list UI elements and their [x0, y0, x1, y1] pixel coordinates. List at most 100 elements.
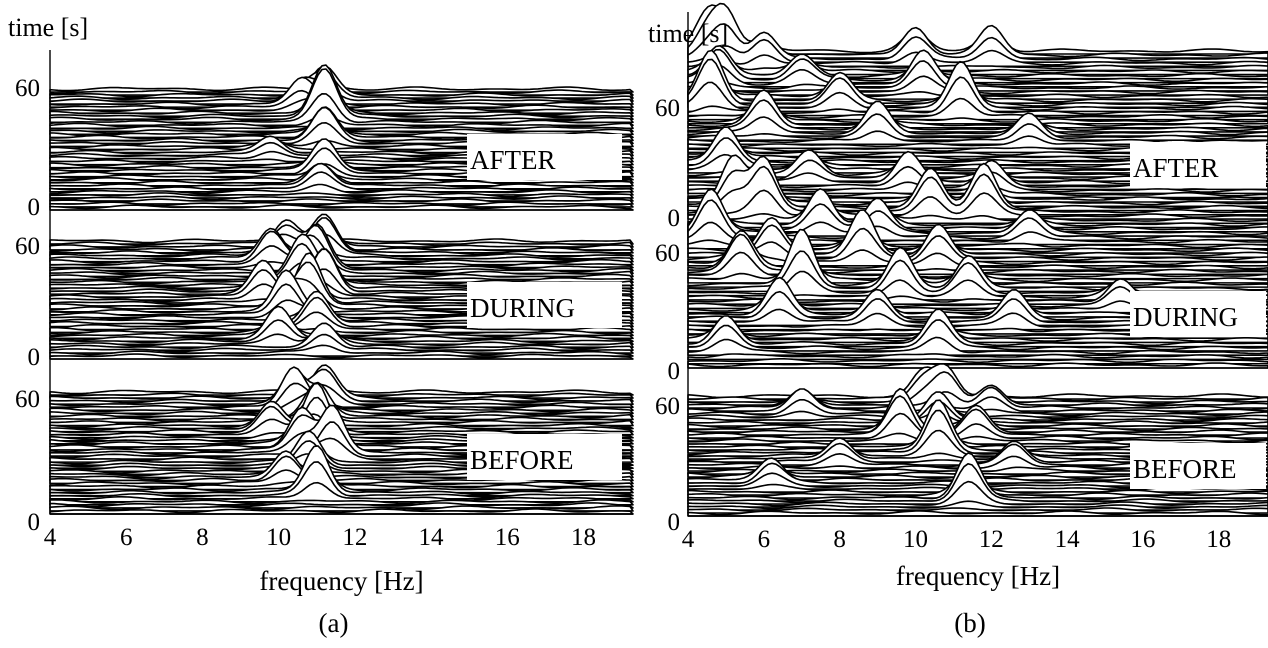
panel-label: (a): [319, 608, 349, 638]
spectrum-trace: [687, 362, 1268, 369]
spectrum-trace: [687, 49, 1268, 88]
spectrum-trace: [687, 112, 1268, 141]
spectrum-trace: [49, 195, 634, 202]
y-tick-label: 60: [15, 233, 40, 260]
y-tick-label: 60: [655, 393, 680, 420]
section-label: BEFORE: [1133, 454, 1237, 484]
spectrum-trace: [49, 230, 634, 266]
x-tick-label: 16: [495, 524, 520, 551]
x-tick-label: 14: [1055, 526, 1081, 553]
y-axis-label: time [s]: [8, 13, 88, 42]
spectrum-trace: [687, 507, 1268, 514]
section-label: BEFORE: [470, 445, 574, 475]
spectrum-trace: [687, 386, 1268, 412]
spectrum-trace: [687, 395, 1268, 439]
spectrum-trace: [49, 381, 634, 421]
spectrum-trace: [687, 480, 1268, 508]
y-tick-label: 60: [15, 75, 40, 102]
spectrum-trace: [49, 192, 634, 199]
spectrum-trace: [687, 246, 1268, 293]
spectrum-trace: [49, 455, 634, 485]
y-tick-label: 60: [655, 240, 680, 267]
section-label: DURING: [470, 293, 575, 323]
spectrum-trace: [49, 505, 634, 512]
x-tick-label: 10: [266, 524, 291, 551]
spectrum-trace: [49, 456, 634, 494]
y-tick-label: 0: [28, 509, 41, 536]
x-tick-label: 14: [419, 524, 445, 551]
spectrum-trace: [49, 344, 634, 357]
spectrum-trace: [49, 333, 634, 354]
spectrum-trace: [687, 60, 1268, 113]
spectrum-trace: [49, 223, 634, 272]
section-label-box: [1130, 443, 1266, 489]
spectrum-trace: [687, 60, 1268, 92]
y-tick-label: 0: [28, 344, 41, 371]
x-tick-label: 4: [44, 524, 57, 551]
section-label-box: [467, 134, 622, 180]
spectrum-trace: [687, 54, 1268, 72]
section-during: DURING 60 0: [655, 154, 1268, 385]
spectrum-trace: [49, 366, 634, 412]
x-tick-label: 4: [682, 526, 695, 553]
x-tick-label: 6: [758, 526, 771, 553]
section-label: AFTER: [1133, 153, 1219, 183]
section-before: BEFORE 60 0: [655, 363, 1268, 536]
spectrum-trace: [687, 510, 1268, 517]
section-label: DURING: [1133, 302, 1238, 332]
x-tick-label: 12: [979, 526, 1004, 553]
spectrum-trace: [49, 224, 634, 275]
section-during: DURING 60 0: [15, 213, 634, 371]
spectrum-trace: [687, 100, 1268, 137]
y-tick-label: 0: [668, 509, 681, 536]
spectrum-trace: [687, 336, 1268, 357]
spectrum-trace: [49, 481, 634, 503]
section-label-box: [1130, 291, 1266, 337]
spectrum-trace: [49, 183, 634, 196]
section-before: BEFORE 60 0: [15, 364, 634, 536]
x-tick-label: 6: [120, 524, 133, 551]
section-label: AFTER: [470, 145, 556, 175]
spectrum-trace: [49, 93, 634, 127]
x-tick-label: 8: [196, 524, 209, 551]
x-tick-label: 16: [1130, 526, 1155, 553]
x-tick-label: 10: [903, 526, 928, 553]
panel-label: (b): [954, 608, 985, 638]
spectrum-trace: [687, 463, 1268, 505]
spectrum-trace: [49, 234, 634, 278]
x-tick-label: 12: [342, 524, 367, 551]
y-tick-label: 0: [668, 358, 681, 385]
spectrum-trace: [49, 201, 634, 208]
spectrum-trace: [49, 353, 634, 360]
x-tick-label: 18: [571, 524, 596, 551]
spectrum-trace: [49, 445, 634, 497]
spectrum-trace: [49, 227, 634, 263]
spectrum-trace: [49, 508, 634, 515]
spectrum-trace: [49, 233, 634, 260]
section-after: AFTER 60 0: [15, 64, 634, 221]
spectrum-trace: [687, 165, 1268, 216]
spectrum-trace: [49, 321, 634, 337]
spectrum-trace: [687, 358, 1268, 365]
x-axis-label: frequency [Hz]: [896, 561, 1060, 591]
spectrum-trace: [49, 461, 634, 500]
y-axis-label: time [s]: [648, 19, 728, 48]
section-label-box: [467, 434, 622, 480]
y-tick-label: 0: [28, 194, 41, 221]
spectrum-trace: [687, 48, 1268, 84]
spectrum-trace: [49, 204, 634, 211]
y-tick-label: 60: [15, 386, 40, 413]
x-axis-label: frequency [Hz]: [259, 566, 423, 596]
spectrum-trace: [687, 500, 1268, 511]
y-tick-label: 60: [655, 95, 680, 122]
y-tick-label: 0: [668, 205, 681, 232]
spectrum-trace: [687, 412, 1268, 442]
section-label-box: [1130, 142, 1266, 188]
x-tick-label: 18: [1206, 526, 1231, 553]
x-tick-label: 8: [833, 526, 846, 553]
section-label-box: [467, 282, 622, 328]
